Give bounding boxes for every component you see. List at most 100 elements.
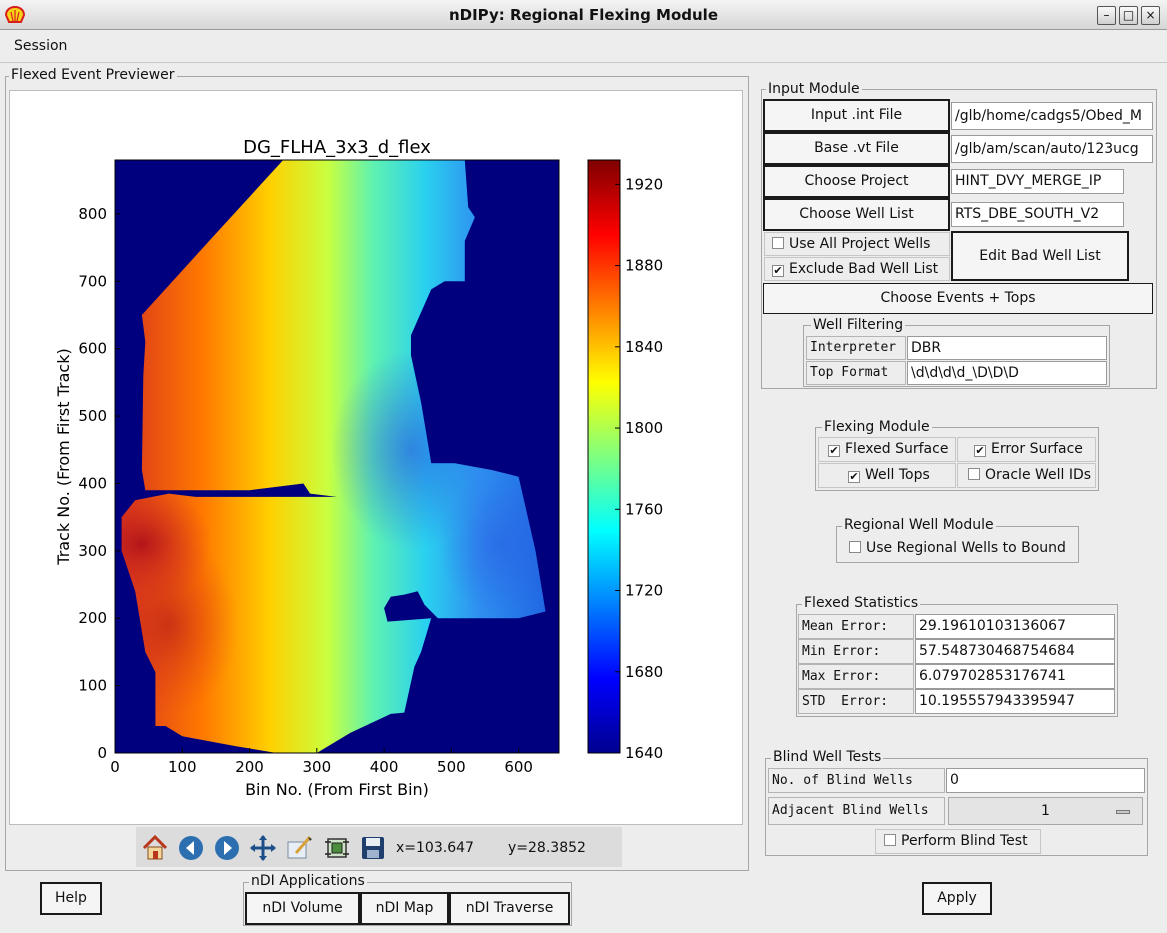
oracle-well-ids-checkbox[interactable]: Oracle Well IDs — [957, 463, 1096, 488]
use-regional-wells-checkbox[interactable]: Use Regional Wells to Bound — [840, 536, 1076, 561]
maximize-icon: □ — [1122, 8, 1135, 22]
back-arrow-icon[interactable] — [176, 833, 206, 863]
y-tick-label: 100 — [78, 677, 107, 695]
pan-icon[interactable] — [248, 833, 278, 863]
max-error-value[interactable]: 6.079702853176741 — [915, 664, 1115, 689]
min-error-value[interactable]: 57.548730468754684 — [915, 639, 1115, 664]
base-vt-file-field[interactable]: /glb/am/scan/auto/123ucg — [951, 135, 1153, 163]
help-button[interactable]: Help — [40, 882, 102, 915]
choose-events-tops-button[interactable]: Choose Events + Tops — [763, 283, 1153, 314]
forward-arrow-icon[interactable] — [212, 833, 242, 863]
minimize-button[interactable]: – — [1097, 6, 1116, 25]
base-vt-file-button[interactable]: Base .vt File — [763, 132, 950, 165]
interpreter-field[interactable]: DBR — [907, 336, 1107, 360]
blind-well-tests-group — [765, 758, 1148, 856]
colorbar-tick-label: 1920 — [625, 175, 663, 193]
home-icon[interactable] — [140, 833, 170, 863]
unchecked-box-icon — [772, 237, 784, 249]
top-format-field[interactable]: \d\d\d\d_\D\D\D — [907, 361, 1107, 385]
unchecked-box-icon — [849, 541, 861, 553]
checkmark-icon: ✔ — [772, 264, 784, 277]
blind-well-tests-label: Blind Well Tests — [771, 749, 884, 765]
y-tick-label: 200 — [78, 609, 107, 627]
x-tick-label: 200 — [235, 758, 264, 776]
flexed-statistics-label: Flexed Statistics — [802, 595, 921, 611]
colorbar — [587, 159, 621, 754]
std-error-label: STD Error: — [798, 689, 914, 714]
ndi-map-button[interactable]: nDI Map — [360, 892, 449, 925]
ndi-applications-label: nDI Applications — [249, 873, 367, 889]
plot-title: DG_FLHA_3x3_d_flex — [243, 137, 431, 158]
colorbar-tick-label: 1800 — [625, 419, 663, 437]
previewer-group — [5, 76, 749, 871]
max-error-label: Max Error: — [798, 664, 914, 689]
exclude-bad-well-list-checkbox[interactable]: ✔ Exclude Bad Well List — [764, 257, 950, 281]
ndi-traverse-button[interactable]: nDI Traverse — [449, 892, 570, 925]
project-field[interactable]: HINT_DVY_MERGE_IP — [951, 169, 1124, 194]
flexing-module-group — [815, 427, 1099, 491]
exclude-bad-well-list-label: Exclude Bad Well List — [789, 261, 939, 277]
colorbar-tick-label: 1760 — [625, 500, 663, 518]
flexed-event-plot[interactable]: DG_FLHA_3x3_d_flex 0 100 200 300 400 500 600 0 10… — [9, 90, 743, 825]
x-tick-label: 400 — [370, 758, 399, 776]
choose-project-button[interactable]: Choose Project — [763, 165, 950, 198]
colorbar-tick-label: 1720 — [625, 582, 663, 600]
menu-session[interactable]: Session — [14, 38, 68, 54]
colorbar-tick-label: 1640 — [625, 744, 663, 762]
adjacent-blind-wells-select[interactable]: 1 — [948, 797, 1143, 825]
shell-logo-icon — [5, 6, 25, 23]
well-filtering-group — [803, 325, 1110, 387]
x-tick-label: 600 — [504, 758, 533, 776]
choose-well-list-button[interactable]: Choose Well List — [763, 198, 950, 231]
colorbar-tick-label: 1840 — [625, 338, 663, 356]
well-tops-checkbox[interactable]: ✔ Well Tops — [818, 463, 956, 488]
x-tick-label: 500 — [437, 758, 466, 776]
zoom-icon[interactable] — [284, 833, 314, 863]
error-surface-label: Error Surface — [991, 441, 1083, 457]
x-tick-label: 300 — [302, 758, 331, 776]
y-axis-label: Track No. (From First Track) — [54, 348, 73, 565]
unchecked-box-icon — [884, 834, 896, 846]
std-error-value[interactable]: 10.195557943395947 — [915, 689, 1115, 714]
input-module-group — [761, 89, 1157, 389]
menu-bar — [0, 31, 1167, 63]
top-format-label: Top Format — [806, 361, 906, 385]
configure-subplots-icon[interactable] — [322, 833, 352, 863]
flexed-surface-checkbox[interactable]: ✔ Flexed Surface — [818, 437, 956, 462]
ndi-applications-group — [243, 882, 572, 926]
y-tick-label: 600 — [78, 340, 107, 358]
use-all-project-wells-checkbox[interactable]: Use All Project Wells — [764, 232, 950, 256]
maximize-button[interactable]: □ — [1119, 6, 1138, 25]
no-blind-wells-label: No. of Blind Wells — [768, 768, 945, 793]
close-icon: × — [1145, 8, 1156, 22]
well-tops-label: Well Tops — [865, 467, 930, 483]
well-filtering-label: Well Filtering — [811, 317, 906, 333]
interpreter-label: Interpreter — [806, 336, 906, 360]
ndi-volume-button[interactable]: nDI Volume — [245, 892, 360, 925]
no-blind-wells-field[interactable]: 0 — [946, 768, 1145, 793]
perform-blind-test-label: Perform Blind Test — [901, 833, 1028, 849]
option-menu-indicator-icon — [1116, 810, 1130, 814]
cursor-y-readout: y=28.3852 — [508, 840, 586, 856]
previewer-group-label: Flexed Event Previewer — [9, 67, 177, 83]
save-icon[interactable] — [358, 833, 388, 863]
error-surface-checkbox[interactable]: ✔ Error Surface — [957, 437, 1096, 462]
perform-blind-test-checkbox[interactable]: Perform Blind Test — [875, 829, 1041, 854]
well-list-field[interactable]: RTS_DBE_SOUTH_V2 — [951, 202, 1124, 227]
input-int-file-button[interactable]: Input .int File — [763, 99, 950, 132]
checkmark-icon: ✔ — [828, 444, 840, 457]
mean-error-label: Mean Error: — [798, 614, 914, 639]
close-button[interactable]: × — [1141, 6, 1160, 25]
mean-error-value[interactable]: 29.19610103136067 — [915, 614, 1115, 639]
input-int-file-field[interactable]: /glb/home/cadgs5/Obed_M — [951, 102, 1153, 130]
colorbar-tick-label: 1680 — [625, 663, 663, 681]
input-module-label: Input Module — [766, 81, 862, 97]
window-title: nDIPy: Regional Flexing Module — [448, 6, 719, 24]
y-tick-label: 800 — [78, 205, 107, 223]
regional-well-module-label: Regional Well Module — [842, 517, 996, 533]
use-regional-wells-label: Use Regional Wells to Bound — [866, 540, 1066, 556]
adjacent-blind-wells-value: 1 — [1041, 803, 1050, 819]
x-tick-label: 0 — [110, 758, 120, 776]
apply-button[interactable]: Apply — [922, 882, 992, 915]
edit-bad-well-list-button[interactable]: Edit Bad Well List — [951, 231, 1129, 281]
